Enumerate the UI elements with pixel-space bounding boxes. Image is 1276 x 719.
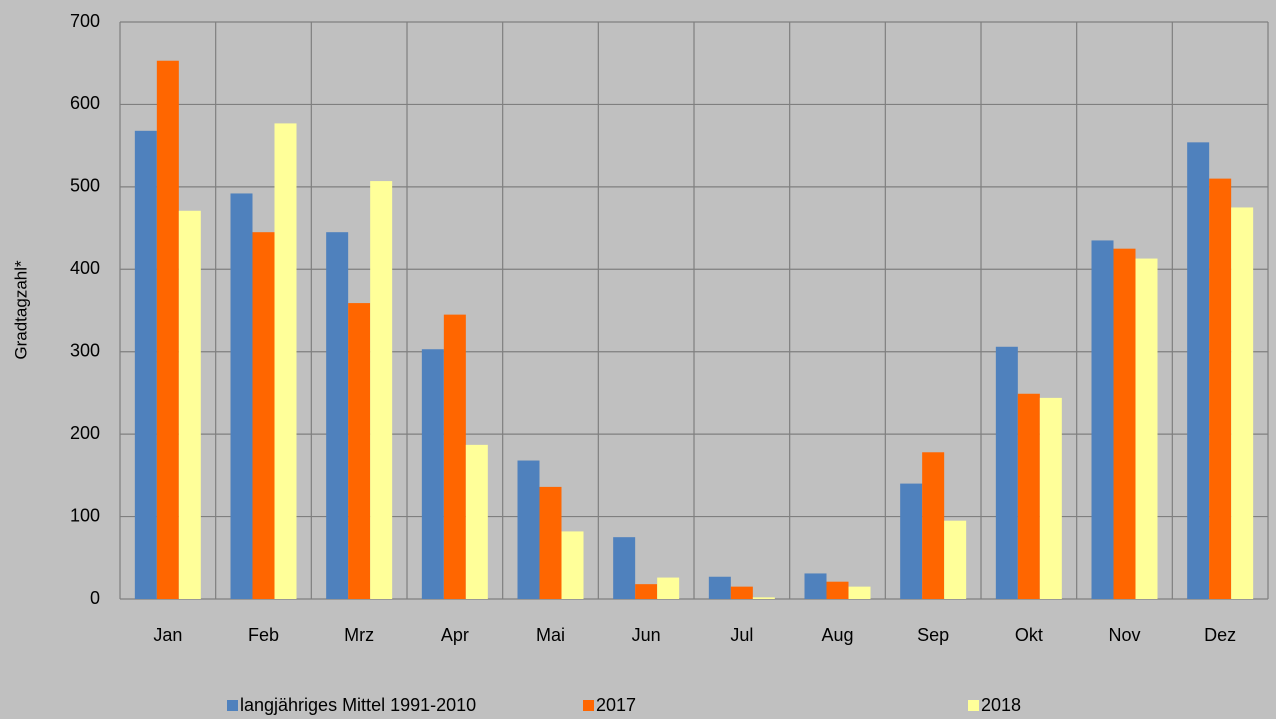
legend-marker	[968, 700, 979, 711]
y-tick-label: 0	[90, 588, 100, 608]
legend-marker	[583, 700, 594, 711]
bar	[326, 232, 349, 599]
y-tick-label: 700	[70, 11, 100, 31]
bar	[900, 483, 923, 599]
bar	[561, 531, 584, 599]
x-tick-label: Apr	[441, 625, 469, 645]
bar	[995, 346, 1018, 599]
y-tick-label: 100	[70, 505, 100, 525]
bar	[613, 537, 636, 599]
bar	[944, 520, 967, 599]
bar	[1113, 248, 1136, 599]
bar	[1091, 240, 1114, 599]
y-tick-label: 600	[70, 93, 100, 113]
y-tick-label: 400	[70, 258, 100, 278]
bar	[230, 193, 253, 600]
bar	[730, 586, 753, 599]
bar	[1017, 393, 1040, 599]
bar	[752, 597, 775, 599]
x-tick-label: Sep	[917, 625, 949, 645]
bar	[370, 181, 393, 599]
bar	[1135, 258, 1158, 599]
bar	[539, 486, 562, 599]
bar	[421, 349, 444, 599]
legend-label: langjähriges Mittel 1991-2010	[240, 695, 476, 715]
x-tick-label: Mrz	[344, 625, 374, 645]
bar	[517, 460, 540, 599]
x-tick-label: Nov	[1108, 625, 1140, 645]
bar	[465, 444, 488, 599]
bar	[1231, 207, 1254, 599]
bar	[848, 586, 871, 599]
bar	[134, 130, 157, 599]
y-axis-label: Gradtagzahl*	[11, 260, 30, 360]
legend-marker	[227, 700, 238, 711]
bar	[348, 303, 371, 599]
bar	[1187, 142, 1210, 600]
bar	[443, 314, 466, 599]
legend-label: 2018	[981, 695, 1021, 715]
bar	[178, 210, 201, 600]
x-tick-label: Mai	[536, 625, 565, 645]
x-tick-label: Feb	[248, 625, 279, 645]
bar	[252, 232, 275, 599]
bar	[156, 60, 179, 599]
x-tick-label: Jan	[153, 625, 182, 645]
bar	[708, 576, 731, 599]
bar	[657, 577, 680, 599]
x-tick-label: Aug	[821, 625, 853, 645]
bar	[635, 584, 658, 599]
bar	[1039, 397, 1062, 599]
x-tick-label: Okt	[1015, 625, 1043, 645]
y-tick-label: 500	[70, 176, 100, 196]
y-tick-label: 300	[70, 340, 100, 360]
legend-label: 2017	[596, 695, 636, 715]
y-tick-label: 200	[70, 423, 100, 443]
bar	[274, 123, 297, 599]
bar	[1209, 178, 1232, 599]
x-tick-label: Jun	[632, 625, 661, 645]
x-tick-label: Jul	[730, 625, 753, 645]
bar	[804, 573, 827, 599]
bar	[922, 452, 945, 599]
bar	[826, 581, 849, 599]
x-tick-label: Dez	[1204, 625, 1236, 645]
